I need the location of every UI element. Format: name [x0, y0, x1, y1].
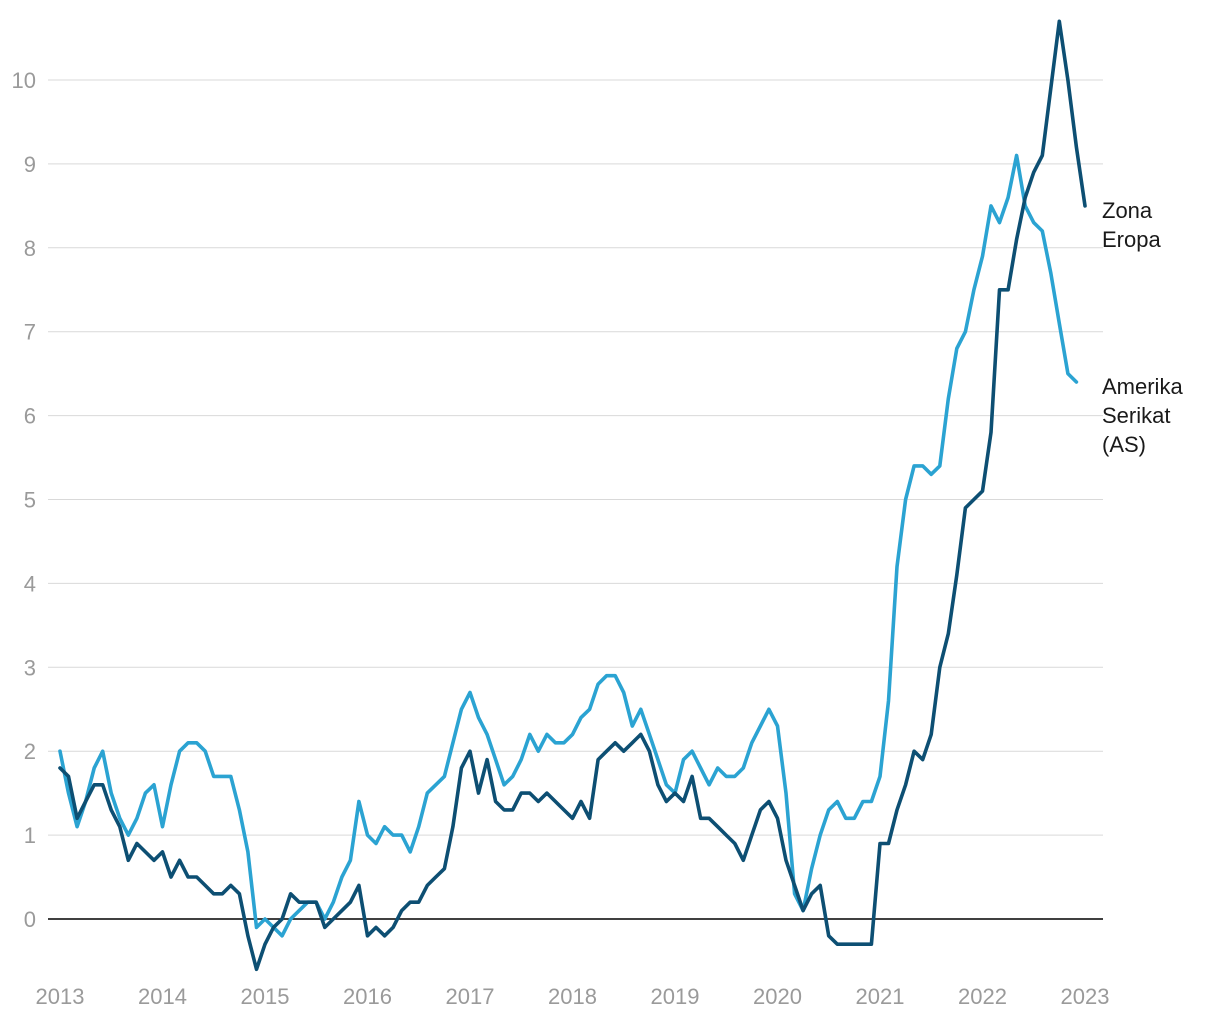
- y-tick-label: 2: [24, 739, 36, 764]
- y-tick-label: 4: [24, 571, 36, 596]
- x-axis-ticks: 2013 2014 2015 2016 2017 2018 2019 2020 2021 2022…: [36, 984, 1110, 1009]
- y-tick-label: 9: [24, 152, 36, 177]
- x-tick-label: 2017: [446, 984, 495, 1009]
- series-lines: [58, 19, 1087, 972]
- y-tick-label: 10: [12, 68, 36, 93]
- series-line-zona-eropa: [58, 19, 1087, 972]
- x-tick-label: 2014: [138, 984, 187, 1009]
- y-tick-label: 7: [24, 320, 36, 345]
- x-tick-label: 2021: [856, 984, 905, 1009]
- gridlines: [48, 79, 1103, 920]
- x-tick-label: 2016: [343, 984, 392, 1009]
- series-labels: Zona Eropa Amerika Serikat (AS): [1102, 198, 1183, 457]
- x-tick-label: 2015: [241, 984, 290, 1009]
- series-line-amerika-serikat: [58, 153, 1079, 938]
- series-label-amerika-serikat: Serikat: [1102, 403, 1170, 428]
- y-tick-label: 8: [24, 236, 36, 261]
- x-tick-label: 2023: [1061, 984, 1110, 1009]
- x-tick-label: 2019: [651, 984, 700, 1009]
- y-axis-ticks: 0 1 2 3 4 5 6 7 8 9 10: [12, 68, 36, 932]
- y-tick-label: 0: [24, 907, 36, 932]
- series-label-zona-eropa: Zona: [1102, 198, 1153, 223]
- y-tick-label: 1: [24, 823, 36, 848]
- y-tick-label: 6: [24, 404, 36, 429]
- series-label-amerika-serikat: (AS): [1102, 432, 1146, 457]
- series-label-zona-eropa: Eropa: [1102, 227, 1161, 252]
- y-tick-label: 3: [24, 655, 36, 680]
- series-label-amerika-serikat: Amerika: [1102, 374, 1183, 399]
- x-tick-label: 2018: [548, 984, 597, 1009]
- y-tick-label: 5: [24, 488, 36, 513]
- x-tick-label: 2020: [753, 984, 802, 1009]
- x-tick-label: 2013: [36, 984, 85, 1009]
- x-tick-label: 2022: [958, 984, 1007, 1009]
